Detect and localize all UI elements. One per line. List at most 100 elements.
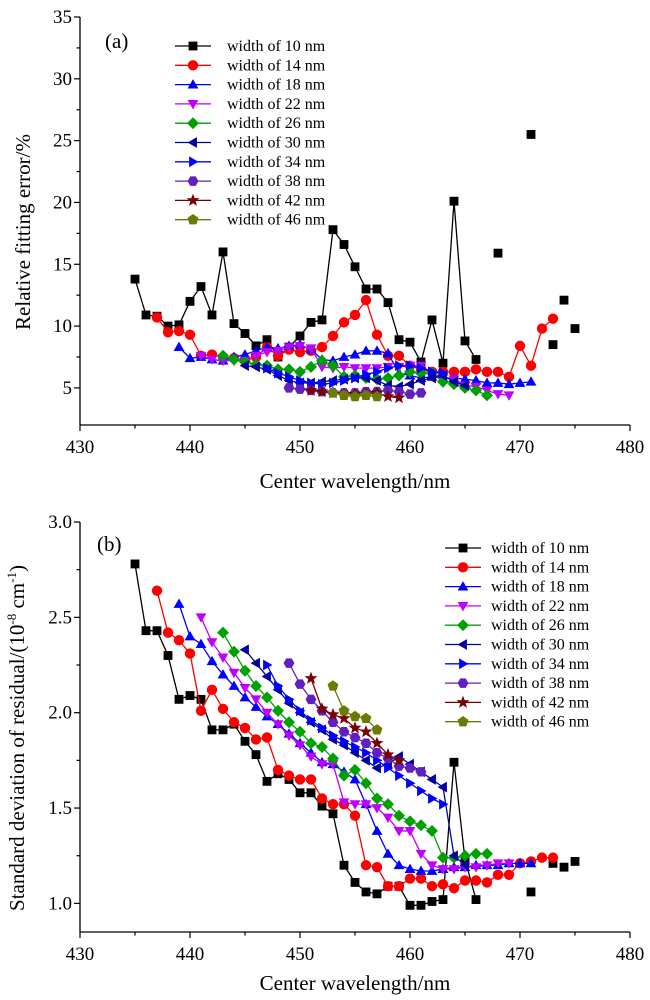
panel-a-data-point: [304, 383, 318, 396]
panel-a-x-tick-label: 460: [396, 437, 425, 458]
panel-b-data-point: [470, 875, 482, 886]
panel-b-data-point: [185, 691, 195, 700]
panel-a-data-point: [174, 320, 184, 330]
panel-a-data-point: [338, 351, 350, 361]
panel-b-data-point: [283, 716, 295, 729]
panel-a-y-tick-label: 20: [53, 192, 72, 213]
panel-b-legend-marker: [457, 581, 469, 591]
panel-b-data-point: [381, 747, 395, 761]
panel-a-y-tick-label: 30: [53, 69, 72, 90]
panel-a-data-point: [470, 375, 482, 385]
panel-a-legend-item: width of 34 nm: [175, 154, 326, 171]
panel-b-data-point: [294, 679, 306, 689]
panel-b-data-point: [217, 626, 229, 639]
panel-b-data-point: [327, 752, 339, 765]
panel-b-data-point: [272, 764, 284, 776]
panel-a-legend-marker: [187, 213, 199, 225]
panel-a-data-point: [559, 295, 569, 305]
panel-a-data-point: [274, 367, 284, 379]
panel-a-y-tick-label: 15: [53, 254, 72, 275]
panel-b-data-point: [514, 857, 526, 868]
panel-b-data-point: [360, 860, 372, 871]
panel-a-data-point: [360, 389, 372, 400]
panel-b-data-point: [329, 730, 339, 741]
panel-b-data-point: [206, 638, 218, 648]
panel-b-data-point: [207, 725, 217, 735]
panel-b-data-point: [360, 712, 372, 724]
panel-b-data-point: [239, 692, 251, 702]
panel-b-data-point: [437, 781, 447, 793]
panel-a-x-tick-label: 470: [506, 437, 535, 458]
panel-a-data-point: [503, 378, 515, 389]
panel-b: (b) Center wavelength/nm Standard deviat…: [4, 512, 644, 995]
panel-b-data-point: [370, 736, 384, 749]
panel-b-data-point: [328, 809, 338, 819]
panel-b-data-point: [152, 626, 162, 636]
panel-b-data-point: [470, 847, 482, 860]
panel-b-data-point: [372, 889, 382, 899]
panel-b-data-point: [481, 847, 493, 860]
panel-b-data-point: [326, 707, 340, 721]
panel-b-data-point: [415, 849, 427, 860]
panel-b-data-point: [526, 887, 536, 897]
panel-a-data-point: [163, 321, 173, 331]
panel-b-data-point: [426, 881, 438, 892]
panel-b-data-point: [427, 897, 437, 906]
panel-a-series-7: [263, 360, 449, 390]
panel-b-data-point: [338, 798, 350, 808]
panel-a-data-point: [547, 313, 559, 324]
panel-b-legend-marker: [457, 678, 469, 688]
panel-a-data-point: [349, 390, 361, 402]
panel-a-data-point: [514, 377, 526, 387]
panel-b-data-point: [305, 752, 317, 762]
panel-b-data-point: [250, 680, 262, 692]
panel-a-data-point: [415, 388, 427, 398]
panel-b-data-point: [448, 865, 460, 875]
panel-b-y-tick-label: 2.0: [48, 703, 72, 724]
panel-b-data-point: [349, 774, 361, 784]
panel-b-legend-marker: [456, 695, 470, 708]
panel-b-data-point: [228, 717, 240, 728]
panel-b-data-point: [304, 671, 318, 684]
panel-a-data-point: [263, 362, 273, 374]
panel-b-data-point: [382, 813, 394, 824]
panel-b-data-point: [317, 801, 327, 811]
panel-a-data-point: [382, 347, 394, 358]
panel-b-series-7: [263, 659, 449, 810]
panel-a-data-point: [360, 345, 372, 355]
panel-a-legend-item: width of 10 nm: [175, 38, 326, 55]
panel-a-x-tick-label: 440: [176, 437, 205, 458]
panel-b-data-point: [382, 881, 394, 892]
panel-b-data-point: [350, 877, 360, 887]
panel-b-data-point: [404, 873, 416, 884]
panel-a-legend-marker: [189, 156, 199, 168]
panel-a-y-tick-label: 35: [53, 7, 72, 28]
panel-b-data-point: [351, 741, 361, 753]
panel-b-data-point: [337, 711, 351, 724]
panel-b-data-point: [384, 762, 394, 774]
panel-b-data-point: [382, 848, 394, 858]
panel-b-data-point: [503, 859, 515, 869]
panel-a-data-point: [339, 240, 349, 249]
panel-a-data-point: [428, 366, 438, 378]
panel-b-data-point: [349, 747, 359, 759]
panel-b-data-point: [470, 863, 482, 873]
panel-b-data-point: [316, 741, 328, 753]
panel-a-legend-item: width of 46 nm: [175, 212, 326, 229]
panel-a-data-point: [404, 378, 414, 390]
panel-b-legend-marker: [458, 543, 468, 553]
panel-b-data-point: [251, 750, 261, 760]
panel-b-data-point: [239, 683, 251, 694]
panel-b-x-tick-label: 430: [66, 944, 95, 965]
panel-b-series-4: [195, 613, 515, 875]
panel-b-legend-marker: [457, 639, 467, 650]
panel-a-data-point: [448, 366, 460, 378]
panel-b-x-tick-label: 470: [506, 944, 535, 965]
panel-a-data-point: [327, 330, 339, 342]
panel-a-data-point: [427, 315, 437, 325]
panel-a-legend-item: width of 26 nm: [175, 115, 326, 132]
panel-a-x-tick-label: 430: [66, 437, 95, 458]
panel-a-y-axis-title: Relative fitting error/%: [11, 134, 35, 330]
panel-b-data-point: [439, 798, 449, 810]
panel-b-data-point: [285, 693, 295, 705]
